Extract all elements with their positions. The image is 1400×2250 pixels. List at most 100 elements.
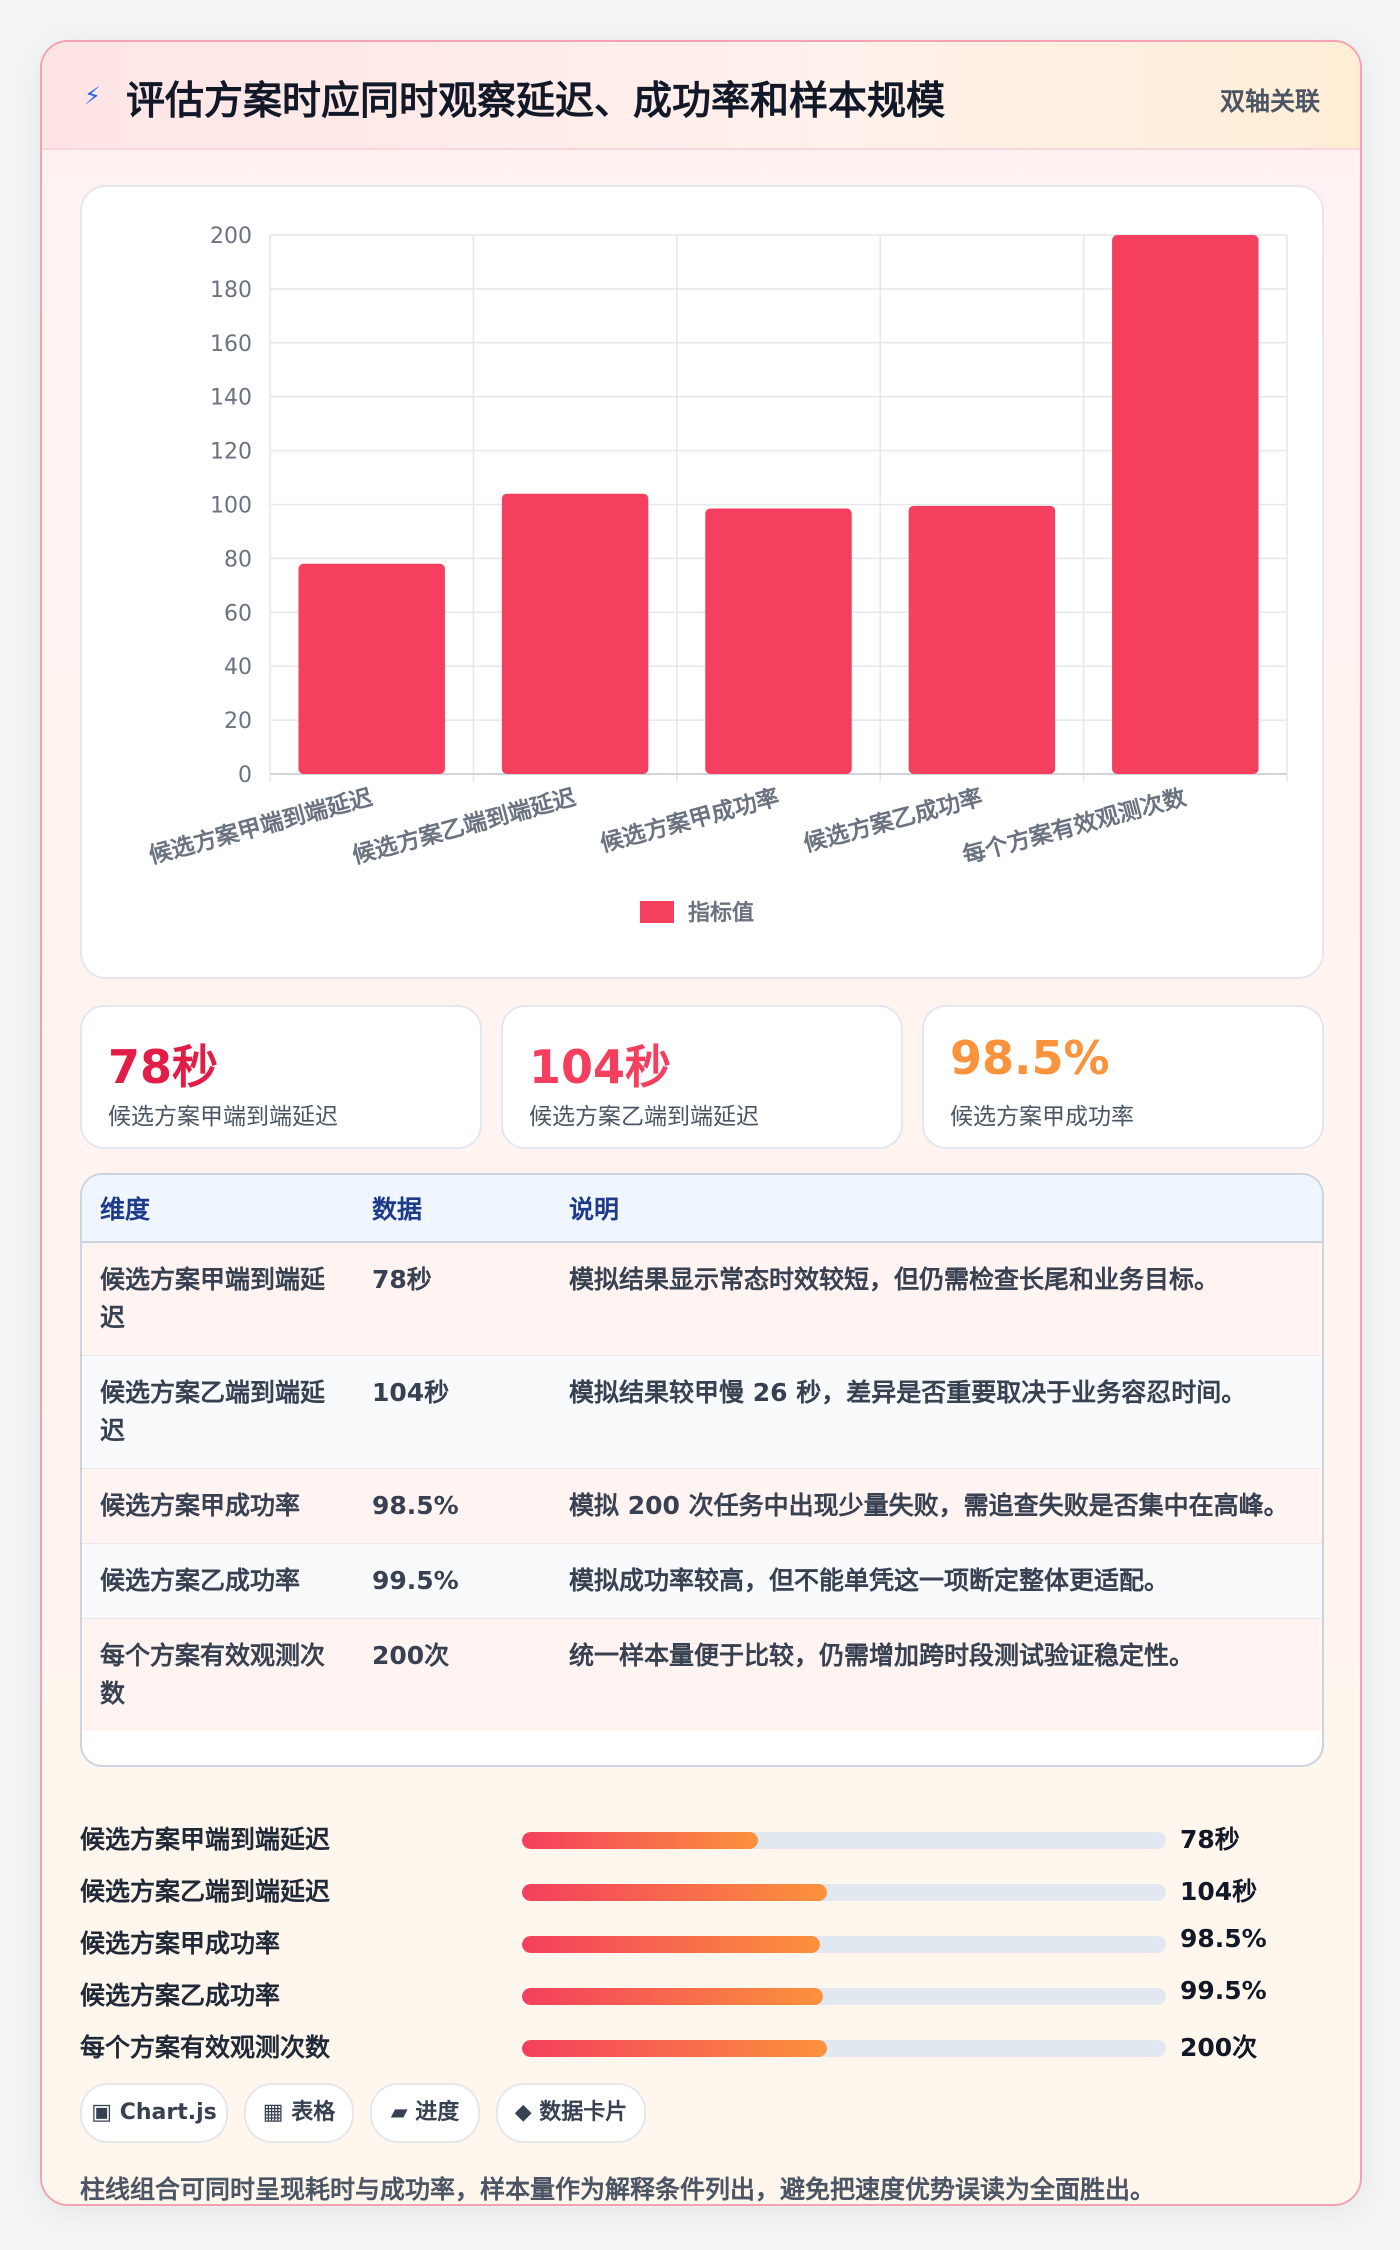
table-cell: 模拟结果较甲慢 26 秒，差异是否重要取决于业务容忍时间。 xyxy=(551,1355,1322,1469)
progress-track xyxy=(522,1832,1166,1849)
kpi-label: 候选方案甲端到端延迟 xyxy=(108,1104,338,1130)
y-tick-label: 100 xyxy=(210,494,252,519)
progress-label: 候选方案甲成功率 xyxy=(80,1929,281,1958)
table-row: 候选方案乙端到端延迟 104秒 模拟结果较甲慢 26 秒，差异是否重要取决于业务… xyxy=(82,1355,1322,1469)
kpi-cards: 78秒 候选方案甲端到端延迟 104秒 候选方案乙端到端延迟 98.5% 候选方… xyxy=(80,1005,1324,1149)
chip-label: 进度 xyxy=(415,2100,460,2125)
kpi-label: 候选方案甲成功率 xyxy=(950,1104,1134,1130)
progress-track xyxy=(522,1988,1166,2005)
table-row: 每个方案有效观测次数 200次 统一样本量便于比较，仍需增加跨时段测试验证稳定性… xyxy=(82,1618,1322,1731)
legend-label: 指标值 xyxy=(688,900,754,926)
table-cell: 每个方案有效观测次数 xyxy=(82,1618,354,1731)
bar xyxy=(1112,235,1259,774)
progress-row: 候选方案甲成功率 98.5% xyxy=(80,1922,1322,1962)
table-cell: 98.5% xyxy=(354,1468,551,1544)
table-row: 候选方案甲成功率 98.5% 模拟 200 次任务中出现少量失败，需追查失败是否… xyxy=(82,1468,1322,1544)
bar xyxy=(501,493,649,774)
progress-fill xyxy=(522,1936,821,1953)
diamond-icon: ◆ xyxy=(514,2100,532,2125)
progress-fill xyxy=(522,1832,758,1849)
table-cell: 104秒 xyxy=(354,1355,551,1469)
y-tick-label: 200 xyxy=(210,224,252,249)
kpi-label: 候选方案乙端到端延迟 xyxy=(529,1104,759,1130)
table-header-data: 数据 xyxy=(354,1175,551,1243)
bar xyxy=(298,563,445,774)
progress-icon: ▰ xyxy=(390,2100,408,2125)
table-cell: 模拟 200 次任务中出现少量失败，需追查失败是否集中在高峰。 xyxy=(551,1468,1322,1544)
chip-label: 数据卡片 xyxy=(539,2100,628,2125)
progress-fill xyxy=(522,1884,827,1901)
y-tick-label: 80 xyxy=(224,547,252,572)
progress-label: 候选方案乙端到端延迟 xyxy=(80,1877,331,1906)
table-cell: 99.5% xyxy=(354,1543,551,1619)
progress-value: 78秒 xyxy=(1180,1825,1240,1854)
table-header-dimension: 维度 xyxy=(82,1175,354,1243)
chip-label: Chart.js xyxy=(119,2100,217,2125)
kpi-card: 78秒 候选方案甲端到端延迟 xyxy=(80,1005,482,1149)
progress-row: 候选方案乙端到端延迟 104秒 xyxy=(80,1870,1322,1910)
progress-track xyxy=(522,2040,1166,2057)
chip-progress[interactable]: ▰ 进度 xyxy=(370,2083,480,2143)
x-tick-label: 每个方案有效观测次数 xyxy=(960,783,1190,869)
kpi-card: 104秒 候选方案乙端到端延迟 xyxy=(501,1005,903,1149)
x-tick-label: 候选方案甲端到端延迟 xyxy=(146,784,375,870)
y-tick-label: 0 xyxy=(238,763,252,788)
bar xyxy=(908,505,1056,774)
kpi-value: 78秒 xyxy=(108,1040,219,1094)
y-tick-label: 140 xyxy=(210,386,252,411)
table-header-note: 说明 xyxy=(551,1175,1322,1243)
header: ⚡ 评估方案时应同时观察延迟、成功率和样本规模 双轴关联 xyxy=(42,42,1360,150)
progress-row: 候选方案乙成功率 99.5% xyxy=(80,1974,1322,2014)
progress-value: 200次 xyxy=(1180,2033,1258,2062)
kpi-value: 104秒 xyxy=(529,1040,672,1094)
progress-fill xyxy=(522,1988,823,2005)
chip-chartjs[interactable]: ▣ Chart.js xyxy=(80,2083,228,2143)
table-row: 候选方案甲端到端延迟 78秒 模拟结果显示常态时效较短，但仍需检查长尾和业务目标… xyxy=(82,1242,1322,1356)
table-cell: 候选方案乙端到端延迟 xyxy=(82,1355,354,1469)
x-tick-label: 候选方案乙成功率 xyxy=(801,784,986,858)
table-icon: ▦ xyxy=(262,2100,284,2125)
progress-label: 候选方案乙成功率 xyxy=(80,1981,281,2010)
table-cell: 模拟结果显示常态时效较短，但仍需检查长尾和业务目标。 xyxy=(551,1242,1322,1356)
progress-track xyxy=(522,1936,1166,1953)
kpi-card: 98.5% 候选方案甲成功率 xyxy=(922,1005,1324,1149)
y-tick-label: 20 xyxy=(224,709,252,734)
page-title: 评估方案时应同时观察延迟、成功率和样本规模 xyxy=(126,79,946,124)
lightning-icon: ⚡ xyxy=(84,82,101,110)
chip-table[interactable]: ▦ 表格 xyxy=(244,2083,354,2143)
x-tick-label: 候选方案甲成功率 xyxy=(597,784,782,858)
bar-chart: 0 20 40 60 80 100 120 140 160 180 200 候选方案甲端到端延迟 候选方… xyxy=(80,185,1324,979)
data-table: 维度 数据 说明 候选方案甲端到端延迟 78秒 模拟结果显示常态时效较短，但仍需… xyxy=(80,1173,1324,1767)
chart-icon: ▣ xyxy=(91,2100,113,2125)
table-cell: 模拟成功率较高，但不能单凭这一项断定整体更适配。 xyxy=(551,1543,1322,1619)
bar xyxy=(705,508,852,774)
y-tick-label: 40 xyxy=(224,655,252,680)
progress-row: 候选方案甲端到端延迟 78秒 xyxy=(80,1818,1322,1858)
x-tick-label: 候选方案乙端到端延迟 xyxy=(350,784,579,870)
progress-label: 每个方案有效观测次数 xyxy=(80,2033,331,2062)
y-tick-label: 120 xyxy=(210,440,252,465)
y-tick-label: 60 xyxy=(224,601,252,626)
footnote: 柱线组合可同时呈现耗时与成功率，样本量作为解释条件列出，避免把速度优势误读为全面… xyxy=(80,2175,1156,2204)
legend-swatch xyxy=(640,901,674,923)
progress-value: 104秒 xyxy=(1180,1877,1258,1906)
chip-data-card[interactable]: ◆ 数据卡片 xyxy=(496,2083,646,2143)
chip-label: 表格 xyxy=(291,2100,336,2125)
y-tick-label: 180 xyxy=(210,278,252,303)
table-cell: 统一样本量便于比较，仍需增加跨时段测试验证稳定性。 xyxy=(551,1618,1322,1731)
table-row: 候选方案乙成功率 99.5% 模拟成功率较高，但不能单凭这一项断定整体更适配。 xyxy=(82,1543,1322,1619)
y-tick-label: 160 xyxy=(210,332,252,357)
table-cell: 候选方案甲端到端延迟 xyxy=(82,1242,354,1356)
table-cell: 200次 xyxy=(354,1618,551,1731)
progress-value: 99.5% xyxy=(1180,1976,1267,2005)
progress-fill xyxy=(522,2040,827,2057)
kpi-value: 98.5% xyxy=(950,1031,1110,1085)
table-cell: 候选方案乙成功率 xyxy=(82,1543,354,1619)
table-cell: 78秒 xyxy=(354,1242,551,1356)
progress-value: 98.5% xyxy=(1180,1924,1267,1953)
chart-svg: 020406080100120140160180200候选方案甲端到端延迟候选方… xyxy=(146,224,1288,926)
progress-track xyxy=(522,1884,1166,1901)
report-card: ⚡ 评估方案时应同时观察延迟、成功率和样本规模 双轴关联 0 20 40 60 80 10… xyxy=(40,40,1362,2206)
progress-label: 候选方案甲端到端延迟 xyxy=(80,1825,331,1854)
table-cell: 候选方案甲成功率 xyxy=(82,1468,354,1544)
